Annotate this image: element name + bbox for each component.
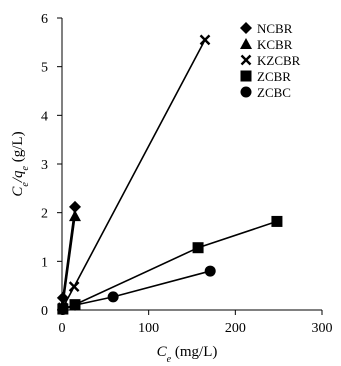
x-tick-label: 0 [59, 321, 66, 336]
point-kzcbr [68, 281, 80, 292]
point-zcbr [192, 242, 204, 254]
x-tick-label: 200 [225, 321, 246, 336]
legend-marker-kzcbr-stroke [240, 54, 252, 66]
legend-marker-ncbr [240, 22, 252, 34]
legend-marker-zcbc [240, 86, 252, 98]
point-kzcbr-stroke [199, 34, 211, 46]
point-kcbr [69, 210, 81, 222]
legend-label-kzcbr: KZCBR [257, 53, 301, 68]
series-line-zcbc [62, 270, 211, 311]
legend-label-zcbr: ZCBR [257, 69, 291, 84]
y-tick-label: 3 [41, 158, 48, 173]
series-layer [56, 34, 283, 316]
y-tick-label: 6 [41, 12, 48, 27]
point-ncbr [69, 200, 81, 213]
legend-marker-kcbr [240, 38, 252, 49]
series-line-zcbr [62, 220, 278, 310]
point-ncbr [56, 291, 69, 304]
y-tick-label: 0 [41, 304, 48, 319]
series-line-ncbr [62, 206, 76, 298]
legend-label-kcbr: KCBR [257, 37, 293, 52]
x-tick-label: 100 [138, 321, 159, 336]
legend-marker-zcbr [240, 70, 252, 82]
legend-marker-kzcbr [240, 54, 252, 66]
point-kzcbr [199, 34, 211, 46]
y-tick-label: 5 [41, 61, 48, 76]
series-line-kzcbr [62, 39, 206, 308]
y-tick-label: 4 [41, 109, 48, 124]
point-zcbc [107, 291, 119, 303]
axes: 0 100 200 300 0 1 2 3 4 5 6 [41, 12, 333, 336]
point-zcbc [69, 299, 81, 311]
point-zcbc [57, 304, 69, 316]
x-axis-title: Ce (mg/L) [157, 344, 218, 365]
axis-titles: Ce (mg/L) Ce/qe (g/L) [10, 131, 217, 364]
point-zcbr [271, 215, 283, 227]
point-zcbc [204, 265, 216, 277]
legend-label-zcbc: ZCBC [257, 85, 291, 100]
y-tick-label: 1 [41, 255, 48, 270]
series-line-kcbr [62, 215, 76, 306]
y-axis-title: Ce/qe (g/L) [10, 131, 31, 196]
legend-label-ncbr: NCBR [257, 21, 293, 36]
point-kzcbr-stroke [68, 281, 80, 292]
x-tick-label: 300 [312, 321, 333, 336]
y-tick-label: 2 [41, 207, 48, 222]
